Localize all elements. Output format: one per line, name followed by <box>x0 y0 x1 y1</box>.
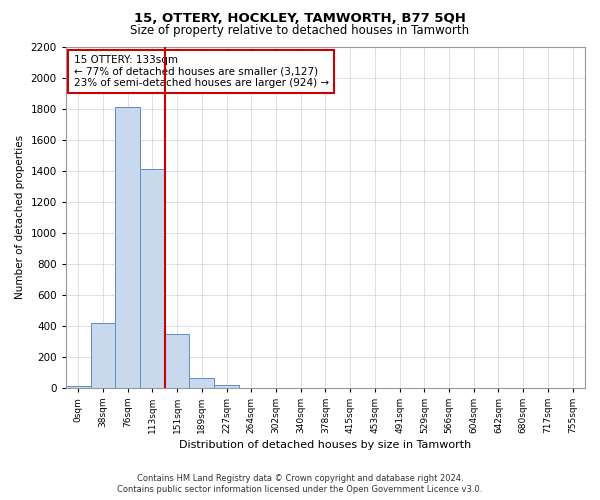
Text: Contains HM Land Registry data © Crown copyright and database right 2024.
Contai: Contains HM Land Registry data © Crown c… <box>118 474 482 494</box>
Bar <box>91 322 115 388</box>
Text: 15 OTTERY: 133sqm
← 77% of detached houses are smaller (3,127)
23% of semi-detac: 15 OTTERY: 133sqm ← 77% of detached hous… <box>74 55 329 88</box>
Bar <box>66 386 91 388</box>
Bar <box>115 107 140 388</box>
Text: Size of property relative to detached houses in Tamworth: Size of property relative to detached ho… <box>130 24 470 37</box>
Bar <box>190 378 214 388</box>
X-axis label: Distribution of detached houses by size in Tamworth: Distribution of detached houses by size … <box>179 440 472 450</box>
Y-axis label: Number of detached properties: Number of detached properties <box>15 135 25 299</box>
Bar <box>165 334 190 388</box>
Bar <box>214 384 239 388</box>
Bar <box>140 169 165 388</box>
Text: 15, OTTERY, HOCKLEY, TAMWORTH, B77 5QH: 15, OTTERY, HOCKLEY, TAMWORTH, B77 5QH <box>134 12 466 26</box>
